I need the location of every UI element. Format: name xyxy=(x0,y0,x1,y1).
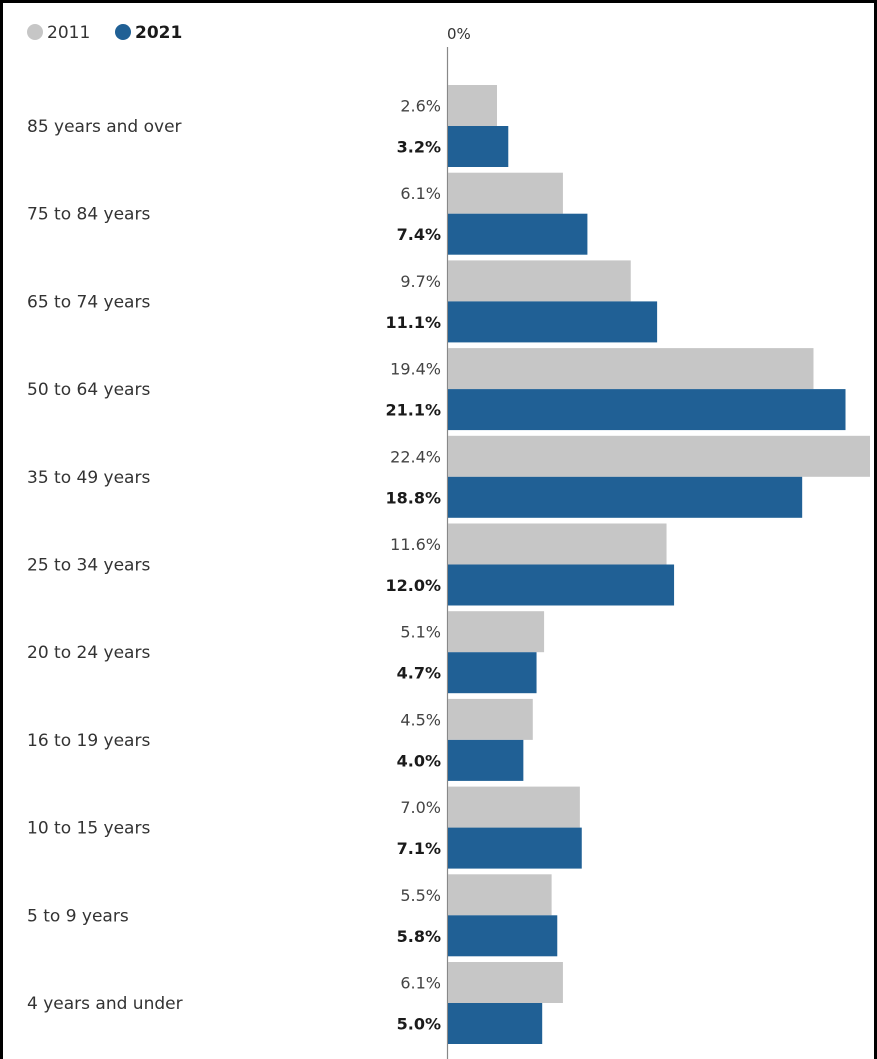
category-label: 16 to 19 years xyxy=(27,731,150,751)
category-group: 16 to 19 years 4.5% 4.0% xyxy=(27,698,533,781)
bar-2011 xyxy=(448,874,552,916)
bar-2021 xyxy=(448,827,582,869)
category-label: 75 to 84 years xyxy=(27,205,150,225)
category-group: 85 years and over 2.6% 3.2% xyxy=(27,85,509,167)
bar-2011 xyxy=(448,523,667,565)
value-label-2011: 9.7% xyxy=(400,272,441,291)
category-label: 4 years and under xyxy=(27,994,183,1014)
category-group: 65 to 74 years 9.7% 11.1% xyxy=(27,260,658,343)
bar-2011 xyxy=(448,698,533,740)
value-label-2021: 7.1% xyxy=(397,839,441,858)
category-label: 65 to 74 years xyxy=(27,292,150,312)
bar-2021 xyxy=(448,213,588,255)
value-label-2021: 7.4% xyxy=(397,225,441,244)
category-label: 35 to 49 years xyxy=(27,468,150,488)
bar-2011 xyxy=(448,611,545,653)
value-label-2011: 22.4% xyxy=(390,447,441,466)
category-group: 50 to 64 years 19.4% 21.1% xyxy=(27,348,846,431)
category-label: 20 to 24 years xyxy=(27,643,150,663)
bar-2021 xyxy=(448,301,658,343)
category-group: 35 to 49 years 22.4% 18.8% xyxy=(27,435,870,518)
value-label-2021: 4.0% xyxy=(397,751,441,770)
category-label: 10 to 15 years xyxy=(27,819,150,839)
value-label-2011: 11.6% xyxy=(390,535,441,554)
value-label-2011: 7.0% xyxy=(400,798,441,817)
value-label-2011: 6.1% xyxy=(400,184,441,203)
value-label-2011: 19.4% xyxy=(390,360,441,379)
legend-label-2021: 2021 xyxy=(135,23,182,43)
value-label-2021: 11.1% xyxy=(385,313,441,332)
bar-2021 xyxy=(448,476,803,518)
legend: 2011 2021 xyxy=(27,23,182,43)
value-label-2011: 5.5% xyxy=(400,886,441,905)
value-label-2021: 21.1% xyxy=(385,401,441,420)
category-group: 4 years and under 6.1% 5.0% xyxy=(27,962,563,1044)
bar-2021 xyxy=(448,652,537,694)
category-group: 5 to 9 years 5.5% 5.8% xyxy=(27,874,558,957)
bar-2011 xyxy=(448,348,814,390)
value-label-2011: 5.1% xyxy=(400,623,441,642)
bar-2011 xyxy=(448,85,497,126)
bar-2011 xyxy=(448,260,631,302)
category-group: 75 to 84 years 6.1% 7.4% xyxy=(27,172,588,255)
value-label-2021: 18.8% xyxy=(385,488,441,507)
bar-2011 xyxy=(448,435,870,477)
bar-2021 xyxy=(448,915,558,957)
value-label-2011: 6.1% xyxy=(400,974,441,993)
bar-2011 xyxy=(448,786,580,828)
bar-2021 xyxy=(448,739,524,781)
category-label: 25 to 34 years xyxy=(27,556,150,576)
value-label-2021: 5.0% xyxy=(397,1015,441,1034)
plot-area: 85 years and over 2.6% 3.2% 75 to 84 years 6… xyxy=(27,85,870,1044)
category-group: 10 to 15 years 7.0% 7.1% xyxy=(27,786,582,869)
value-label-2021: 5.8% xyxy=(397,927,441,946)
category-group: 20 to 24 years 5.1% 4.7% xyxy=(27,611,545,694)
bar-2021 xyxy=(448,126,509,167)
category-label: 50 to 64 years xyxy=(27,380,150,400)
axis-zero-label: 0% xyxy=(447,25,471,43)
bar-2011 xyxy=(448,962,563,1003)
value-label-2011: 4.5% xyxy=(400,710,441,729)
category-label: 85 years and over xyxy=(27,117,182,137)
bar-2021 xyxy=(448,564,675,606)
legend-swatch-2011 xyxy=(27,24,43,40)
age-distribution-chart: 2011 2021 0% 85 years and over 2.6% 3.2% 75… xyxy=(27,23,870,1059)
bar-2021 xyxy=(448,1003,543,1044)
bar-2021 xyxy=(448,389,846,431)
value-label-2011: 2.6% xyxy=(400,97,441,116)
legend-swatch-2021 xyxy=(115,24,131,40)
category-group: 25 to 34 years 11.6% 12.0% xyxy=(27,523,675,606)
value-label-2021: 3.2% xyxy=(397,138,441,157)
category-label: 5 to 9 years xyxy=(27,906,129,926)
bar-2011 xyxy=(448,172,563,214)
legend-label-2011: 2011 xyxy=(47,23,90,43)
value-label-2021: 12.0% xyxy=(385,576,441,595)
value-label-2021: 4.7% xyxy=(397,664,441,683)
